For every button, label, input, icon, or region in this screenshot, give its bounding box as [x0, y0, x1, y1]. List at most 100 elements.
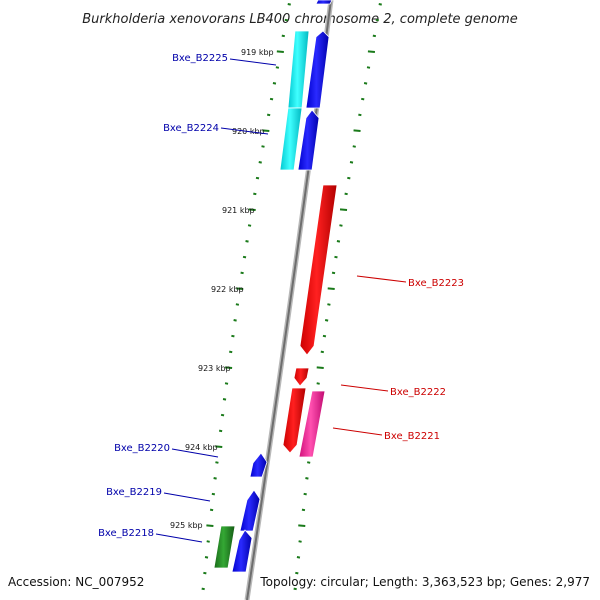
ticks-left	[201, 3, 291, 591]
left-tick	[266, 113, 271, 117]
scale-label-924: 924 kbp	[185, 443, 218, 452]
left-tick	[203, 571, 207, 575]
ticks-right	[293, 3, 382, 591]
left-tick	[242, 255, 247, 259]
left-tick	[213, 477, 217, 480]
left-tick	[225, 366, 233, 369]
gene-Bxe_B2219[interactable]	[239, 489, 261, 532]
left-tick	[229, 350, 233, 354]
genome-stats-text: Topology: circular; Length: 3,363,523 bp…	[259, 575, 590, 589]
right-tick	[322, 334, 327, 338]
left-tick	[222, 398, 227, 401]
right-tick	[367, 50, 376, 53]
right-tick	[352, 145, 356, 148]
right-tick	[295, 571, 299, 575]
gene-label-Bxe_B2218[interactable]: Bxe_B2218	[98, 528, 154, 539]
gene-Bxe_B2220[interactable]	[249, 452, 268, 478]
right-tick	[303, 492, 307, 496]
right-tick	[339, 208, 348, 211]
scale-label-925: 925 kbp	[170, 521, 203, 530]
left-tick	[224, 382, 229, 385]
right-tick	[293, 587, 297, 591]
right-tick	[316, 366, 324, 369]
right-tick	[334, 255, 338, 259]
gene-Bxe_B2218[interactable]	[213, 525, 253, 573]
left-tick	[269, 97, 274, 101]
right-tick	[331, 271, 336, 275]
left-tick	[253, 192, 257, 196]
gene-label-Bxe_B2223[interactable]: Bxe_B2223	[408, 278, 464, 289]
gene-top-forward[interactable]	[315, 0, 333, 5]
right-tick	[316, 382, 320, 385]
right-tick	[375, 18, 379, 22]
left-tick	[272, 82, 277, 85]
right-tick	[320, 350, 325, 354]
left-tick	[276, 50, 284, 53]
left-tick	[281, 34, 285, 38]
gene-label-Bxe_B2225[interactable]: Bxe_B2225	[172, 53, 228, 64]
right-tick	[361, 97, 365, 101]
gene-Bxe_B2225[interactable]	[287, 30, 330, 109]
right-tick	[344, 192, 348, 196]
right-tick	[378, 3, 382, 6]
left-tick	[233, 319, 237, 322]
right-tick	[307, 461, 311, 464]
right-tick	[372, 34, 377, 38]
left-tick	[218, 429, 223, 433]
left-tick	[240, 271, 244, 275]
accession-text: Accession: NC_007952	[8, 575, 144, 589]
left-tick	[245, 240, 249, 243]
right-tick	[336, 240, 341, 243]
scale-label-921: 921 kbp	[222, 206, 255, 215]
gene-label-Bxe_B2222[interactable]: Bxe_B2222	[390, 387, 446, 398]
right-tick	[305, 477, 309, 480]
gene-Bxe_B2221[interactable]	[282, 387, 326, 458]
left-tick	[275, 66, 280, 69]
left-tick	[247, 224, 252, 227]
gene-label-Bxe_B2219[interactable]: Bxe_B2219	[106, 487, 162, 498]
right-tick	[324, 319, 329, 322]
left-tick	[206, 524, 214, 527]
right-tick	[298, 524, 306, 527]
right-tick	[301, 508, 306, 512]
right-tick	[347, 176, 351, 180]
right-tick	[296, 556, 301, 559]
scale-label-923: 923 kbp	[198, 364, 231, 373]
gene-Bxe_B2223[interactable]	[299, 184, 338, 356]
scale-label-922: 922 kbp	[211, 285, 244, 294]
left-tick	[258, 161, 262, 164]
left-tick	[209, 508, 214, 512]
right-tick	[349, 161, 354, 164]
gene-Bxe_B2222[interactable]	[293, 367, 310, 387]
gene-labels: Bxe_B2225 Bxe_B2224 Bxe_B2223 Bxe_B2222 …	[98, 53, 464, 539]
right-tick	[353, 129, 361, 132]
gene-label-Bxe_B2220[interactable]: Bxe_B2220	[114, 443, 170, 454]
gene-label-Bxe_B2224[interactable]: Bxe_B2224	[163, 123, 219, 134]
right-tick	[327, 303, 331, 306]
left-tick	[211, 492, 216, 496]
right-tick	[327, 287, 335, 290]
left-tick	[215, 461, 219, 464]
left-tick	[215, 445, 223, 448]
right-tick	[298, 540, 302, 543]
left-tick	[287, 3, 291, 6]
left-tick	[206, 540, 210, 543]
gene-Bxe_B2224[interactable]	[279, 107, 320, 171]
left-tick	[255, 176, 260, 180]
right-tick	[366, 66, 371, 69]
map-title: Burkholderia xenovorans LB400 chromosome…	[82, 12, 518, 27]
right-tick	[339, 224, 343, 227]
right-tick	[358, 113, 362, 117]
left-tick	[236, 287, 244, 290]
left-tick	[262, 129, 270, 132]
right-tick	[363, 82, 368, 85]
left-tick	[284, 18, 288, 22]
label-leaders	[155, 58, 407, 543]
left-tick	[235, 303, 240, 306]
left-tick	[231, 334, 235, 338]
gene-label-Bxe_B2221[interactable]: Bxe_B2221	[384, 431, 440, 442]
left-tick	[220, 413, 225, 417]
left-tick	[248, 208, 256, 211]
left-tick	[204, 556, 209, 559]
